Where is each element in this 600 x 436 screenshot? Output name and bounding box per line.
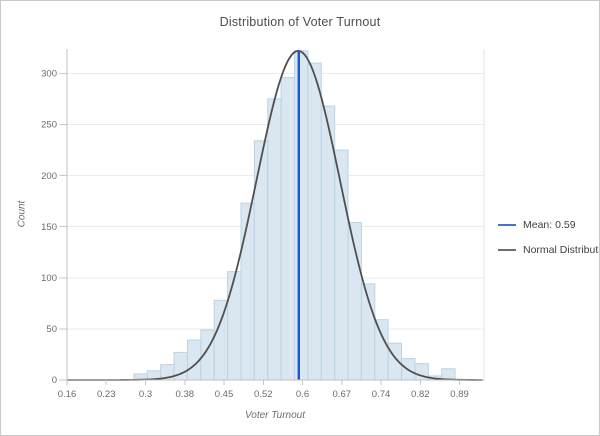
legend-label-normal-distribution: Normal Distribution [523, 243, 599, 256]
x-tick-label: 0.16 [58, 389, 77, 400]
y-tick-label: 50 [46, 324, 57, 335]
histogram-bar[interactable] [441, 368, 456, 381]
histogram-bar[interactable] [240, 202, 255, 381]
x-axis-title: Voter Turnout [244, 410, 306, 421]
legend-label-mean: Mean: 0.59 [523, 218, 576, 231]
y-tick-label: 100 [41, 273, 57, 284]
y-tick-label: 300 [41, 69, 57, 80]
x-tick-label: 0.67 [333, 389, 352, 400]
y-tick-label: 0 [52, 375, 57, 386]
normal-distribution-swatch [498, 248, 516, 251]
y-tick-label: 200 [41, 171, 57, 182]
x-tick-label: 0.89 [450, 389, 469, 400]
mean-line-swatch [498, 223, 516, 226]
y-axis-title: Count [16, 200, 28, 228]
legend-item-mean: Mean: 0.59 [498, 212, 599, 237]
histogram-bar[interactable] [294, 50, 309, 381]
x-tick-label: 0.74 [372, 389, 391, 400]
x-tick-label: 0.52 [254, 389, 273, 400]
y-tick-label: 250 [41, 120, 57, 131]
x-tick-label: 0.45 [215, 389, 234, 400]
legend: Mean: 0.59 Normal Distribution [498, 212, 599, 262]
histogram-bar[interactable] [374, 319, 389, 381]
histogram-bar[interactable] [227, 271, 242, 381]
legend-item-normal-distribution: Normal Distribution [498, 237, 599, 262]
histogram-bar[interactable] [280, 76, 296, 381]
x-tick-label: 0.3 [139, 389, 152, 400]
x-tick-label: 0.6 [296, 389, 309, 400]
histogram-bar[interactable] [267, 98, 282, 381]
x-tick-label: 0.82 [411, 389, 430, 400]
histogram-bar[interactable] [307, 62, 322, 381]
y-tick-label: 150 [41, 222, 57, 233]
histogram-bar[interactable] [213, 299, 229, 381]
x-tick-label: 0.38 [176, 389, 195, 400]
chart-title: Distribution of Voter Turnout [219, 15, 381, 29]
x-tick-label: 0.23 [97, 389, 116, 400]
